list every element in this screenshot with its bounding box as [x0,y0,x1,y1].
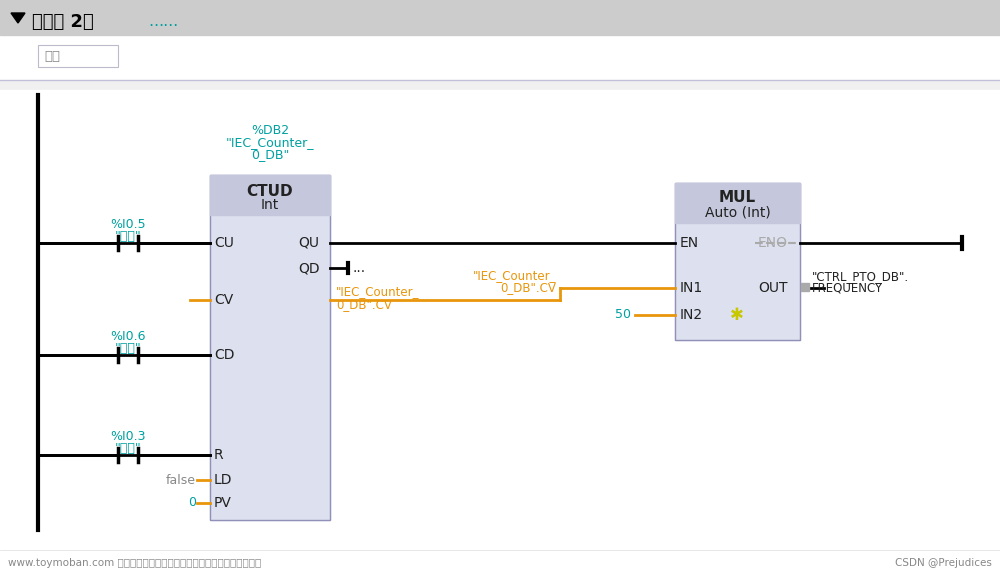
Text: "IEC_Counter_: "IEC_Counter_ [226,137,314,149]
Text: ...: ... [352,261,365,275]
Text: false: false [166,474,196,486]
Bar [38,45,118,67]
Bar [210,175,330,215]
Text: R: R [214,448,224,462]
Text: 0: 0 [188,496,196,509]
Text: %DB2: %DB2 [251,123,289,137]
Bar [0,0,1000,35]
Text: CTUD: CTUD [247,183,293,198]
Text: %I0.5: %I0.5 [110,219,146,231]
Text: "IEC_Counter_: "IEC_Counter_ [336,286,420,298]
Text: Auto (Int): Auto (Int) [705,205,770,219]
Text: 0_DB".CV: 0_DB".CV [336,298,392,312]
Text: PV: PV [214,496,232,510]
Bar [675,183,800,340]
Text: www.toymoban.com 网络图片仅供展示，非存储，如有侵权请联系删除。: www.toymoban.com 网络图片仅供展示，非存储，如有侵权请联系删除。 [8,558,261,568]
Text: %I0.6: %I0.6 [110,331,146,343]
Text: IN1: IN1 [680,281,703,295]
Text: ……: …… [148,14,178,29]
Bar [210,175,330,520]
Text: "停止": "停止" [115,441,141,455]
Text: CV: CV [214,293,233,307]
Text: "减速": "减速" [115,342,141,354]
Text: CSDN @Prejudices: CSDN @Prejudices [895,558,992,568]
Bar [675,183,800,340]
Text: ENO: ENO [758,236,788,250]
Text: 0_DB".CV: 0_DB".CV [500,282,556,294]
Text: OUT: OUT [758,281,788,295]
Text: LD: LD [214,473,232,487]
Text: "CTRL_PTO_DB".: "CTRL_PTO_DB". [812,271,909,283]
Text: Int: Int [261,198,279,212]
Bar [675,183,800,223]
Text: QU: QU [298,236,319,250]
Bar [0,90,1000,577]
Bar [210,175,330,520]
Polygon shape [11,13,25,23]
Text: 0_DB": 0_DB" [251,148,289,162]
Text: ✱: ✱ [730,306,744,324]
Text: QD: QD [298,261,320,275]
Text: MUL: MUL [719,190,756,205]
Bar [0,555,1000,577]
Text: "IEC_Counter_: "IEC_Counter_ [473,269,556,283]
Bar [801,283,809,291]
Text: 程序段 2：: 程序段 2： [32,13,94,31]
Text: 注释: 注释 [44,50,60,62]
Text: %I0.3: %I0.3 [110,430,146,444]
Text: "加速": "加速" [115,230,141,242]
Text: 50: 50 [615,309,631,321]
Text: FREQUENCY: FREQUENCY [812,282,883,294]
Text: CD: CD [214,348,234,362]
Bar [0,35,1000,80]
Text: EN: EN [680,236,699,250]
Text: CU: CU [214,236,234,250]
Text: IN2: IN2 [680,308,703,322]
